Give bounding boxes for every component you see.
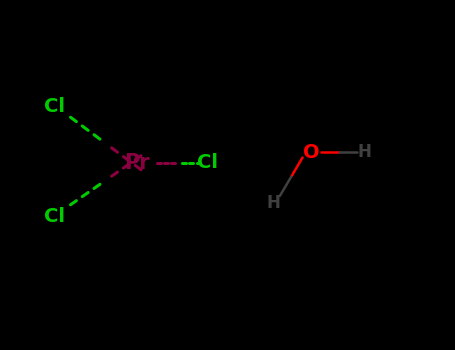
Text: Cl: Cl: [197, 153, 217, 172]
Text: Pr: Pr: [124, 153, 149, 173]
Text: Cl: Cl: [44, 208, 65, 226]
Text: H: H: [357, 143, 371, 161]
Text: H: H: [266, 194, 280, 212]
Text: O: O: [303, 143, 320, 162]
Text: Cl: Cl: [44, 97, 65, 116]
